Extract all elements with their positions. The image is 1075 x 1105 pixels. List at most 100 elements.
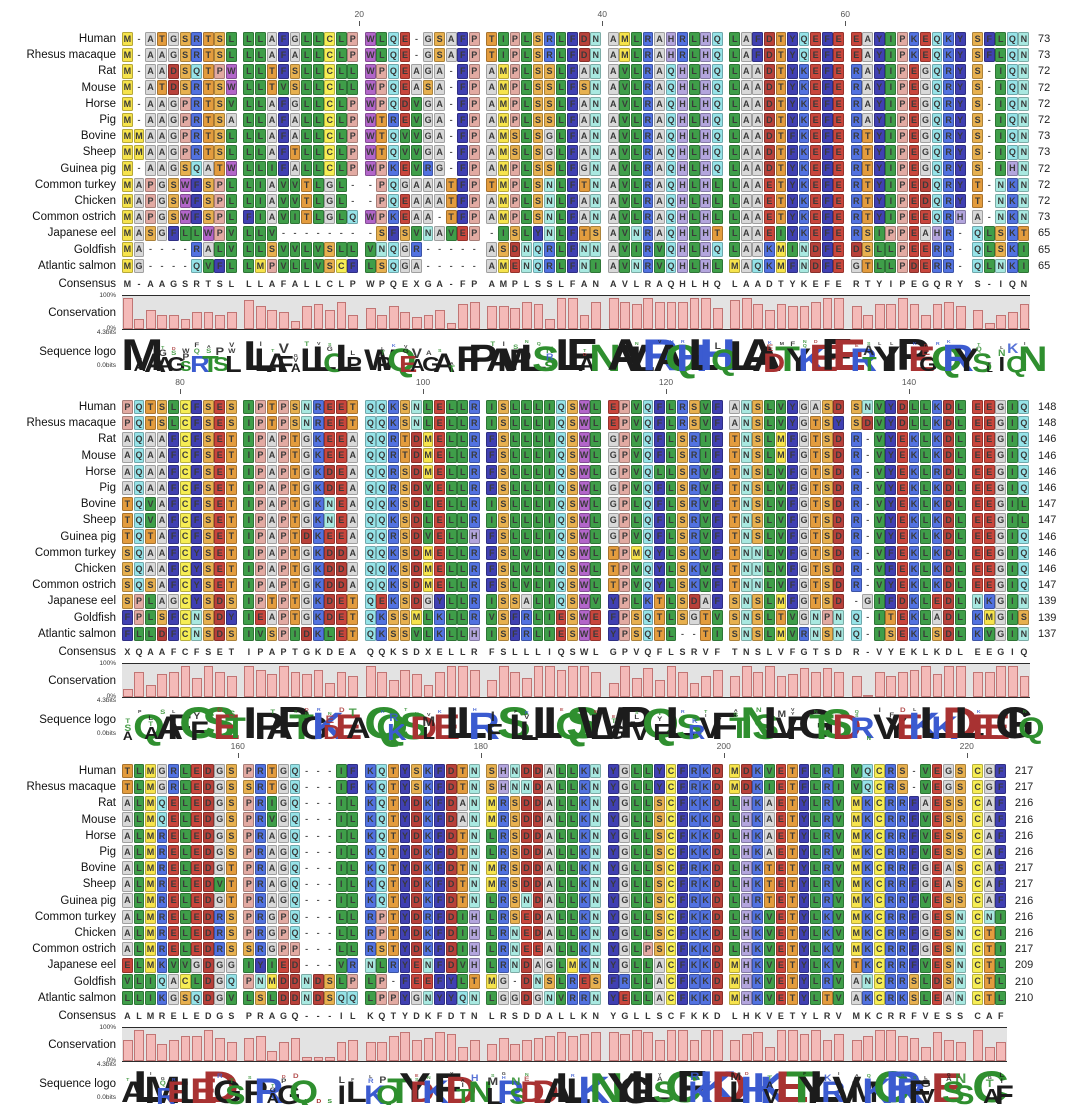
residue-cell: L xyxy=(731,278,738,289)
residue-cell: I xyxy=(486,416,498,431)
residue-cell: R xyxy=(468,432,480,447)
residue-cell: D xyxy=(943,594,954,609)
conservation-bar xyxy=(689,1040,700,1061)
residue-cell: S xyxy=(422,80,434,95)
residue-cell: V xyxy=(411,626,422,641)
logo-letter: T xyxy=(489,341,495,349)
logo-letter: P xyxy=(182,352,189,363)
conservation-bar xyxy=(655,680,665,697)
residue-cell: A xyxy=(752,161,764,176)
residue-cell: S xyxy=(943,828,954,844)
residue-cell: R xyxy=(897,812,908,827)
residue-cell: M xyxy=(850,893,862,908)
residue-cell: L xyxy=(729,242,741,257)
residue-cell: Y xyxy=(885,464,897,480)
residue-cell: R xyxy=(191,129,203,144)
residue-cell: M xyxy=(486,877,498,892)
logo-letter: L xyxy=(346,1076,368,1105)
residue-cell: S xyxy=(243,941,255,957)
residue-cell: E xyxy=(833,48,845,63)
residue-cell: K xyxy=(688,828,700,844)
logo-letter: T xyxy=(861,353,877,377)
residue-cell: I xyxy=(1006,577,1018,593)
residue-cell: P xyxy=(619,626,631,641)
residue-cell: N xyxy=(590,796,602,811)
residue-cell: R xyxy=(887,1010,895,1021)
sequence-row: Japanese eel E L M K V V G D G G I Y I E D - - - V R N L R Y E N F D… xyxy=(0,957,1075,973)
residue-cell: F xyxy=(278,96,289,112)
sequence-row: Bovine A L M R E L E D G T P R A G Q - - - I L K Q T Y D K F D T N M R S D… xyxy=(0,860,1075,876)
residue-cell: C xyxy=(873,763,885,779)
residue-cell: K xyxy=(312,432,324,447)
residue-cell: K xyxy=(798,96,810,112)
residue-cell: F xyxy=(656,646,663,657)
residue-cell: G xyxy=(798,416,810,431)
residue-cell: L xyxy=(567,877,579,892)
residue-cell: T xyxy=(225,877,237,892)
residue-cell: R xyxy=(642,145,654,160)
residue-cell: K xyxy=(434,610,446,625)
residue-cell: V xyxy=(873,545,885,560)
residue-cell: E xyxy=(399,161,411,176)
residue-cell: N xyxy=(324,497,336,512)
residue-cell: H xyxy=(665,48,677,63)
residue-cell: I xyxy=(885,80,897,95)
residue-cell: K xyxy=(862,828,874,844)
conservation-bar xyxy=(776,676,787,697)
residue-cell: A xyxy=(752,193,764,209)
species-label: Chicken xyxy=(74,562,116,575)
logo-letter: V xyxy=(278,340,290,356)
species-label: Goldfish xyxy=(73,975,116,988)
conservation-bar xyxy=(834,298,845,329)
residue-cell: Y xyxy=(954,31,966,47)
residue-count: 216 xyxy=(1014,894,1034,907)
residue-cell: Q xyxy=(376,763,388,779)
conservation-bar xyxy=(799,306,810,329)
residue-cell: D xyxy=(411,529,422,544)
ruler-number: 60 xyxy=(840,9,850,19)
residue-cell: S xyxy=(972,31,984,47)
conservation-bar xyxy=(591,302,602,329)
residue-cell: T xyxy=(225,561,237,577)
residue-cell: K xyxy=(752,812,764,827)
residue-cell: A xyxy=(607,161,619,176)
gap-cell: - xyxy=(183,260,187,271)
residue-cell: G xyxy=(156,780,168,795)
residue-cell: D xyxy=(711,763,723,779)
residue-cell: N xyxy=(590,31,602,47)
logo-letter: S xyxy=(415,1077,419,1083)
residue-cell: L xyxy=(567,925,579,941)
residue-cell: L xyxy=(555,96,567,112)
residue-cell: F xyxy=(191,464,203,480)
logo-letter: T xyxy=(270,347,274,353)
residue-cell: R xyxy=(885,812,897,827)
residue-cell: Q xyxy=(133,399,145,415)
residue-cell: M xyxy=(850,861,862,876)
residue-cell: K xyxy=(688,958,700,973)
residue-cell: K xyxy=(700,828,712,844)
residue-cell: L xyxy=(301,242,312,257)
logo-letter: I xyxy=(462,1082,465,1090)
residue-cell: L xyxy=(312,31,324,47)
residue-cell: K xyxy=(388,497,399,512)
residue-cell: P xyxy=(214,193,226,209)
residue-cell: I xyxy=(243,594,255,609)
residue-cell: L xyxy=(665,480,677,496)
residue-cell: L xyxy=(179,226,191,241)
residue-cell: L xyxy=(457,464,469,480)
residue-cell: R xyxy=(468,610,480,625)
residue-cell: Y xyxy=(607,844,619,860)
residue-cell: F xyxy=(711,594,723,609)
residue-cell: S xyxy=(202,177,214,192)
residue-cell: Q xyxy=(931,145,943,160)
residue-cell: A xyxy=(266,877,278,892)
residue-cell: N xyxy=(995,258,1007,273)
residue-cell: R xyxy=(897,958,908,973)
residue-cell: E xyxy=(833,242,845,257)
residue-cell: F xyxy=(457,80,469,95)
residue-cell: A xyxy=(544,909,555,924)
residue-cell: N xyxy=(740,432,752,447)
logo-letter: D xyxy=(172,346,176,352)
residue-cell: L xyxy=(920,990,931,1005)
